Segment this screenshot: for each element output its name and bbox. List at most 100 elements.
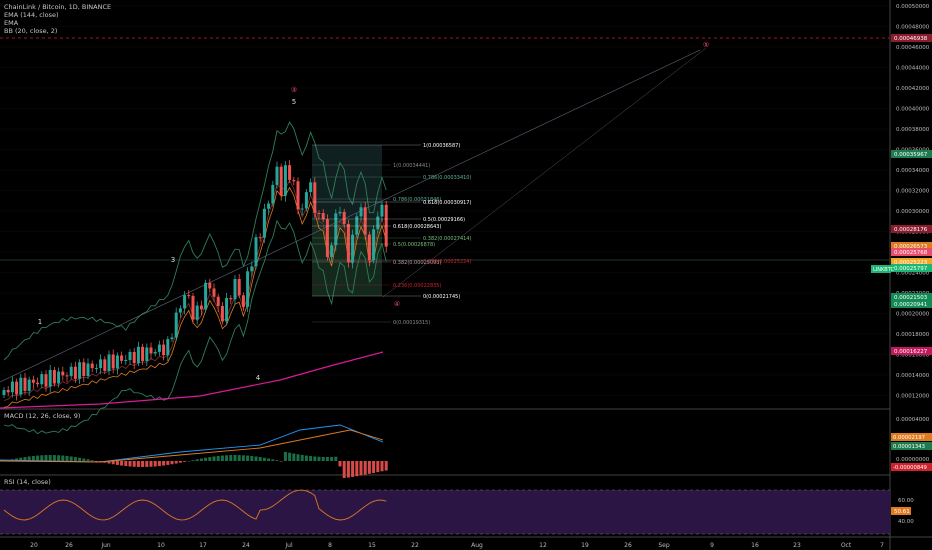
- macd-histogram-bar: [166, 461, 170, 465]
- wave-label: 3: [171, 256, 175, 264]
- macd-histogram-bar: [330, 456, 334, 461]
- macd-histogram-bar: [120, 461, 124, 466]
- candle: [132, 351, 136, 364]
- candle: [153, 351, 157, 354]
- svg-text:0.00035967: 0.00035967: [894, 152, 928, 158]
- price-tick-label: 0.00050000: [896, 4, 930, 10]
- candle: [48, 369, 52, 387]
- candle: [338, 211, 342, 214]
- macd-histogram-bar: [73, 457, 77, 461]
- candle: [304, 192, 308, 209]
- macd-histogram-bar: [31, 455, 35, 461]
- macd-legend[interactable]: MACD (12, 26, close, 9): [4, 412, 81, 420]
- price-axis[interactable]: 0.00050000 0.00048000 0.00046000 0.00044000…: [871, 4, 932, 525]
- macd-histogram-bar: [27, 456, 31, 461]
- price-tick-label: 0.00042000: [896, 86, 930, 92]
- macd-histogram-bar: [107, 461, 111, 464]
- candle: [111, 354, 115, 369]
- candle: [321, 213, 325, 220]
- macd-histogram-bar: [40, 455, 44, 461]
- price-tick-label: 0.00016000: [896, 353, 930, 359]
- time-axis[interactable]: 20 26 Jun 10 17 24 Jul 8 15 22 Aug 12 19 26 Sep 9 16 23 Oc…: [30, 542, 884, 549]
- candle: [178, 308, 182, 313]
- time-tick-label: 16: [751, 542, 759, 549]
- candle: [296, 181, 300, 210]
- macd-histogram-bar: [346, 461, 350, 478]
- candle: [199, 305, 203, 310]
- macd-histogram-bar: [199, 458, 203, 461]
- candle: [372, 229, 376, 261]
- candle: [313, 182, 317, 214]
- macd-tick-label: 0.00004000: [896, 417, 930, 423]
- fib-level-label: 0.382(0.00025093): [393, 260, 441, 266]
- candle: [36, 382, 40, 385]
- fib-level-label: 1(0.00036587): [423, 143, 460, 149]
- candle: [220, 306, 224, 322]
- candle: [82, 362, 86, 376]
- price-tag: 0.00026573: [891, 242, 932, 250]
- candle: [359, 207, 363, 217]
- price-tag: 0.00025223: [891, 258, 932, 266]
- rsi-line: [3, 489, 387, 521]
- macd-histogram-bar: [271, 459, 275, 461]
- price-tag: 0.00035967: [891, 150, 932, 158]
- candlesticks: [2, 160, 388, 401]
- time-tick-label: 8: [328, 542, 332, 549]
- candle: [19, 377, 23, 395]
- macd-histogram-bar: [191, 460, 195, 461]
- candle: [40, 374, 44, 385]
- candle: [183, 295, 187, 309]
- macd-histogram-bar: [262, 457, 266, 461]
- trend-line: [0, 49, 701, 383]
- rsi-tick-label: 60.00: [898, 498, 914, 504]
- macd-histogram-bar: [246, 455, 250, 461]
- svg-text:0.00026573: 0.00026573: [894, 244, 928, 250]
- macd-pane[interactable]: [0, 424, 388, 479]
- fib-level-label: 1(0.00034441): [393, 163, 430, 169]
- candle: [124, 360, 128, 362]
- candle: [86, 363, 90, 376]
- time-tick-label: 23: [793, 542, 801, 549]
- svg-text:0.00028176: 0.00028176: [894, 227, 928, 233]
- time-tick-label: 9: [710, 542, 714, 549]
- candle: [44, 374, 48, 387]
- price-pane[interactable]: [0, 0, 890, 409]
- candle: [191, 295, 195, 320]
- candle: [141, 346, 145, 361]
- bollinger-upper-band: [3, 121, 387, 361]
- bb-legend[interactable]: BB (20, close, 2): [4, 27, 58, 35]
- fib-level-label: 0(0.00019315): [393, 320, 430, 326]
- elliott-wave-labels: 1 3 4 5 ③ ④ ⑤: [38, 41, 709, 382]
- macd-histogram-bar: [162, 461, 166, 466]
- candle: [23, 377, 27, 391]
- candle: [6, 390, 10, 393]
- ema144-legend[interactable]: EMA (144, close): [4, 11, 59, 19]
- time-tick-label: 20: [30, 542, 38, 549]
- candle: [267, 203, 271, 209]
- time-tick-label: Sep: [658, 542, 670, 549]
- price-tag: 0.00028176: [891, 225, 932, 233]
- candle: [229, 298, 233, 300]
- candle: [246, 271, 250, 307]
- macd-histogram-bar: [82, 458, 86, 461]
- fib-level-label: 0.236(0.00022835): [393, 283, 441, 289]
- symbol-tag: LINKBTC: [871, 265, 894, 273]
- macd-histogram-bar: [208, 457, 212, 461]
- ema-legend[interactable]: EMA: [4, 19, 19, 27]
- time-tick-label: 17: [199, 542, 207, 549]
- candle: [262, 208, 266, 238]
- macd-tick-label: 0.00000000: [896, 457, 930, 463]
- price-tag: 0.00046938: [891, 34, 932, 42]
- macd-histogram-bar: [225, 455, 229, 461]
- macd-histogram-bar: [174, 461, 178, 464]
- candle: [237, 279, 241, 296]
- candle: [330, 245, 334, 257]
- wave-label: 5: [292, 98, 296, 106]
- macd-histogram-bar: [254, 456, 258, 461]
- macd-histogram-bar: [342, 461, 346, 479]
- rsi-legend[interactable]: RSI (14, close): [4, 478, 51, 486]
- price-tick-label: 0.00024000: [896, 271, 930, 277]
- fib-level-label: 0.786(0.00033410): [423, 175, 471, 181]
- wave-label: 4: [256, 374, 261, 382]
